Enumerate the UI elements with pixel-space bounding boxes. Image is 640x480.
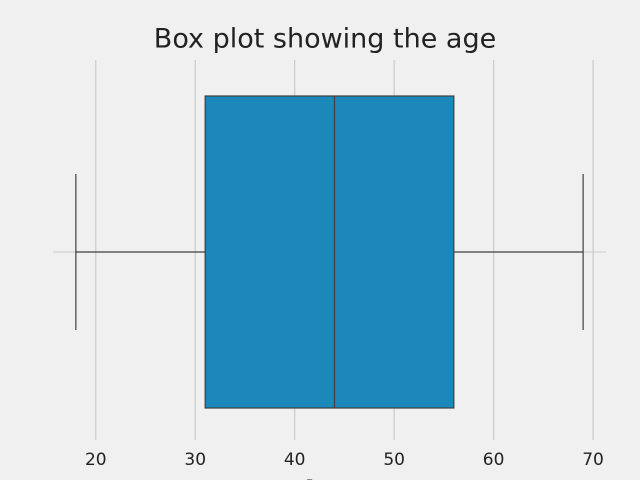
x-tick-label: 50 [383, 450, 405, 470]
x-tick-label: 70 [582, 450, 604, 470]
x-tick-label: 20 [85, 450, 107, 470]
box [204, 95, 455, 409]
x-axis-label: Age [301, 477, 349, 480]
x-tick-label: 60 [483, 450, 505, 470]
x-tick-label: 40 [284, 450, 306, 470]
chart-title: Box plot showing the age [154, 24, 496, 55]
x-tick-label: 30 [184, 450, 206, 470]
